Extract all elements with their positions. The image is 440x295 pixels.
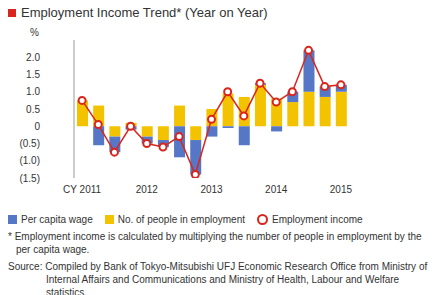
svg-text:CY 2011: CY 2011 [63, 184, 101, 195]
svg-text:1.0: 1.0 [26, 86, 40, 97]
svg-text:2012: 2012 [136, 184, 159, 195]
svg-text:2014: 2014 [265, 184, 288, 195]
svg-text:2013: 2013 [200, 184, 223, 195]
html-text:Employment Income Trend* (Year: Employment Income Trend* (Year on Year) [21, 5, 268, 20]
html-text:* Employment income is calcula: * Employment income is calculated by mul… [8, 231, 422, 255]
svg-text:0.5: 0.5 [26, 104, 40, 115]
svg-text:1.5: 1.5 [26, 69, 40, 80]
svg-text:2015: 2015 [330, 184, 353, 195]
svg-text:(0.5): (0.5) [19, 138, 40, 149]
svg-text:0: 0 [34, 121, 40, 132]
html-text:Employment income: Employment income [272, 214, 363, 225]
html-text:No. of people in employment: No. of people in employment [117, 214, 245, 225]
svg-text:2.0: 2.0 [26, 52, 40, 63]
svg-text:(1.0): (1.0) [19, 155, 40, 166]
html-text:Per capita wage: Per capita wage [21, 214, 93, 225]
svg-text:(1.5): (1.5) [19, 173, 40, 184]
